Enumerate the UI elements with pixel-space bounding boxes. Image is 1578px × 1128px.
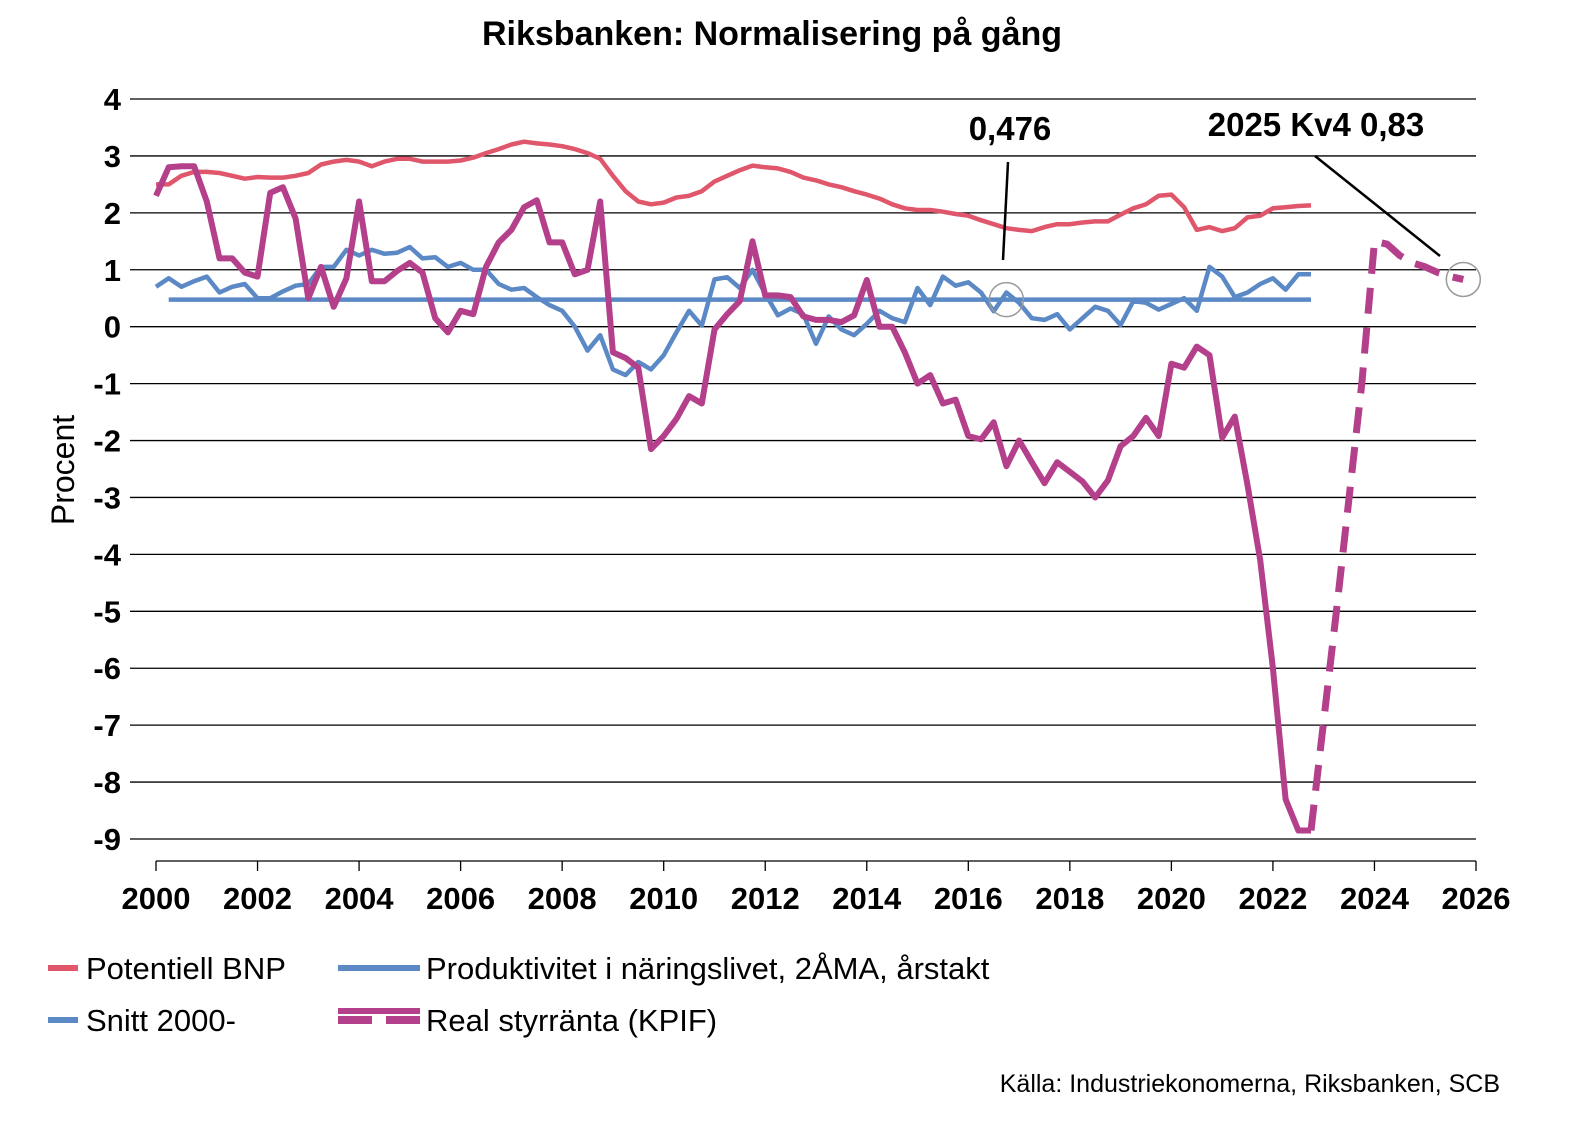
y-axis-label: Procent bbox=[45, 415, 81, 525]
x-tick-label: 2000 bbox=[122, 881, 191, 916]
legend-label: Snitt 2000- bbox=[86, 1003, 236, 1038]
gridlines bbox=[130, 98, 1476, 840]
y-tick-label: -6 bbox=[93, 651, 121, 686]
y-tick-label: -1 bbox=[93, 367, 121, 402]
y-tick-label: -3 bbox=[93, 480, 121, 515]
x-tick-label: 2008 bbox=[528, 881, 597, 916]
real-styrranta-forecast-line bbox=[1307, 237, 1465, 831]
x-tick-label: 2014 bbox=[832, 881, 902, 916]
x-tick-label: 2020 bbox=[1137, 881, 1206, 916]
y-tick-label: -7 bbox=[93, 708, 121, 743]
annotation-leader bbox=[1001, 161, 1010, 261]
chart-title: Riksbanken: Normalisering på gång bbox=[482, 15, 1062, 53]
x-tick-label: 2004 bbox=[325, 881, 395, 916]
annotations: 0,476 2025 Kv4 0,83 bbox=[969, 106, 1482, 318]
y-tick-label: -8 bbox=[93, 765, 121, 800]
legend-label: Produktivitet i näringslivet, 2ÅMA, årst… bbox=[426, 951, 990, 986]
y-tick-labels: 4 3 2 1 0 -1 -2 -3 -4 -5 -6 -7 -8 -9 bbox=[93, 82, 121, 857]
x-tick-label: 2006 bbox=[426, 881, 495, 916]
x-tick-label: 2002 bbox=[223, 881, 292, 916]
x-tick-label: 2018 bbox=[1035, 881, 1104, 916]
y-tick-label: -5 bbox=[93, 594, 121, 629]
source-note: Källa: Industriekonomerna, Riksbanken, S… bbox=[1000, 1070, 1500, 1098]
real-styrranta-line bbox=[153, 163, 1311, 834]
x-tick-label: 2022 bbox=[1238, 881, 1307, 916]
annotation-label: 2025 Kv4 0,83 bbox=[1208, 106, 1425, 143]
y-tick-label: 1 bbox=[104, 253, 121, 288]
x-tick-label: 2016 bbox=[934, 881, 1003, 916]
y-tick-label: -9 bbox=[93, 822, 121, 857]
x-tick-label: 2024 bbox=[1340, 881, 1410, 916]
legend: Potentiell BNP Produktivitet i näringsliv… bbox=[48, 951, 990, 1038]
y-tick-label: 0 bbox=[104, 310, 121, 345]
x-tick-label: 2010 bbox=[629, 881, 698, 916]
y-tick-label: -2 bbox=[93, 424, 121, 459]
x-tick-label: 2026 bbox=[1442, 881, 1511, 916]
y-tick-label: 3 bbox=[104, 139, 121, 174]
annotation-circle bbox=[1445, 261, 1482, 298]
x-axis: 2000 2002 2004 2006 2008 2010 2012 2014 2016 2018… bbox=[122, 860, 1511, 916]
y-tick-label: 2 bbox=[104, 196, 121, 231]
y-tick-label: -4 bbox=[93, 537, 121, 572]
series-lines bbox=[153, 139, 1465, 834]
y-tick-label: 4 bbox=[104, 82, 122, 117]
legend-label: Potentiell BNP bbox=[86, 951, 286, 986]
annotation-label: 0,476 bbox=[969, 110, 1052, 147]
annotation-leader bbox=[1314, 155, 1441, 257]
annotation-circle bbox=[988, 281, 1025, 318]
legend-label: Real styrränta (KPIF) bbox=[426, 1003, 717, 1038]
potentiell-bnp-line bbox=[156, 139, 1312, 234]
x-tick-label: 2012 bbox=[731, 881, 800, 916]
